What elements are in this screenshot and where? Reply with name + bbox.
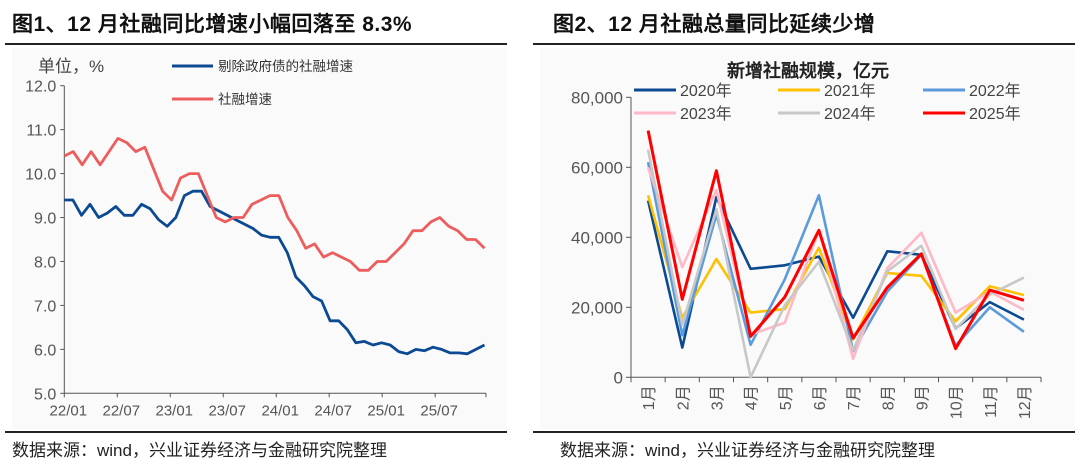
right-x-tick-label: 2月 — [675, 385, 692, 410]
left-source-note: 数据来源：wind，兴业证券经济与金融研究院整理 — [12, 441, 387, 460]
right-x-tick-label: 7月 — [846, 385, 863, 410]
right-figure-title: 图2、12 月社融总量同比延续少增 — [553, 13, 876, 36]
right-x-tick-label: 4月 — [744, 385, 761, 410]
series-line-2025 — [646, 130, 1025, 351]
right-x-tick-label: 5月 — [778, 385, 795, 410]
legend-label: 剔除政府债的社融增速 — [218, 59, 353, 74]
right-y-tick-label: 0 — [614, 368, 623, 387]
left-x-tick-label: 24/01 — [261, 402, 299, 419]
right-y-tick-label: 80,000 — [571, 88, 623, 107]
left-x-tick-label: 25/07 — [420, 402, 458, 419]
left-top-rule — [5, 43, 507, 45]
right-x-tick-label: 10月 — [949, 385, 966, 419]
legend-label: 2024年 — [824, 105, 876, 123]
right-x-tick-label: 1月 — [641, 385, 658, 410]
legend-label: 2025年 — [969, 105, 1021, 123]
left-x-tick-label: 22/07 — [103, 402, 141, 419]
left-y-tick-label: 7.0 — [34, 298, 56, 315]
series-line-tsf-growth — [63, 136, 486, 272]
legend-label: 2022年 — [969, 82, 1021, 100]
left-bottom-rule — [5, 431, 507, 433]
left-x-tick-label: 23/01 — [155, 402, 193, 419]
series-line-tsf-ex-gov-bond-growth — [64, 189, 486, 356]
right-x-tick-label: 11月 — [983, 385, 1000, 418]
left-y-tick-label: 5.0 — [34, 386, 56, 403]
right-x-tick-label: 8月 — [880, 385, 897, 410]
left-y-tick-label: 6.0 — [34, 342, 56, 359]
right-x-tick-label: 3月 — [709, 385, 726, 410]
left-chart-bg — [12, 48, 507, 429]
right-chart-title: 新增社融规模，亿元 — [727, 60, 889, 81]
right-source-note: 数据来源：wind，兴业证券经济与金融研究院整理 — [560, 441, 935, 460]
right-bottom-rule — [533, 431, 1075, 433]
legend-label: 2021年 — [824, 82, 876, 100]
legend-label: 社融增速 — [218, 92, 272, 107]
series-line-2024 — [646, 149, 1025, 379]
right-y-tick-label: 40,000 — [571, 228, 623, 247]
legend-label: 2023年 — [680, 105, 732, 123]
left-x-tick-label: 22/01 — [50, 402, 88, 419]
right-x-tick-label: 6月 — [812, 385, 829, 410]
legend-label: 2020年 — [680, 82, 732, 100]
left-y-tick-label: 9.0 — [34, 211, 56, 228]
right-x-tick-label: 9月 — [914, 385, 931, 410]
left-y-tick-label: 8.0 — [34, 254, 56, 271]
right-top-rule — [533, 43, 1075, 45]
left-x-tick-label: 24/07 — [314, 402, 352, 419]
left-unit-label: 单位，% — [38, 57, 104, 76]
right-y-tick-label: 60,000 — [571, 158, 623, 177]
left-y-tick-label: 11.0 — [26, 123, 56, 140]
left-y-tick-label: 12.0 — [25, 79, 56, 96]
left-y-tick-label: 10.0 — [25, 167, 56, 184]
series-line-2023 — [646, 166, 1025, 361]
right-y-tick-label: 20,000 — [571, 298, 623, 317]
right-x-tick-label: 12月 — [1017, 385, 1034, 419]
series-line-2022 — [646, 161, 1025, 353]
left-x-tick-label: 23/07 — [208, 402, 246, 419]
left-x-tick-label: 25/01 — [367, 402, 405, 419]
left-figure-title: 图1、12 月社融同比增速小幅回落至 8.3% — [12, 13, 413, 36]
